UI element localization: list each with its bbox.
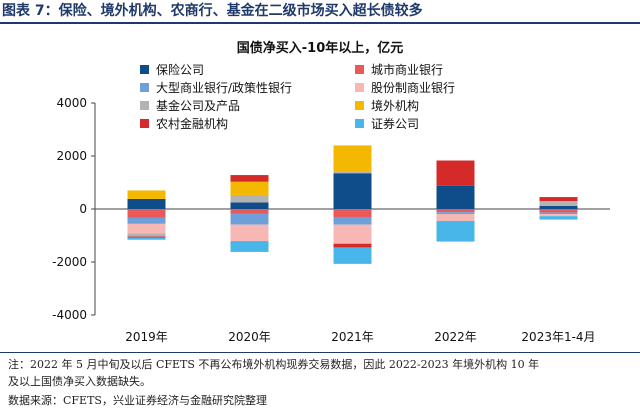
bar-segment (333, 171, 372, 174)
bar-segment (230, 241, 269, 252)
bar-segment (539, 197, 578, 202)
bar-segment (127, 237, 166, 240)
footnote-line-2: 及以上国债净买入数据缺失。 (8, 375, 151, 388)
y-tick-label: -2000 (52, 255, 87, 269)
bar-segment (539, 212, 578, 215)
bar-segment (539, 201, 578, 206)
legend-swatch (140, 65, 149, 74)
bar-segment (230, 224, 269, 242)
legend-label: 保险公司 (156, 62, 204, 77)
bar-segment (436, 214, 475, 221)
x-tick-label: 2021年 (331, 330, 374, 344)
bar-segment (230, 194, 269, 203)
bar-segment (333, 224, 372, 244)
bar-segment (127, 198, 166, 209)
bar-segment (436, 160, 475, 186)
data-source: 数据来源：CFETS，兴业证券经济与金融研究院整理 (8, 394, 267, 407)
bar-segment (333, 247, 372, 264)
legend-label: 农村金融机构 (156, 116, 228, 131)
bar-segment (436, 185, 475, 209)
chart: 国债净买入-10年以上，亿元 保险公司 城市商业银行大型商业银行/政策性银行 股份制… (0, 30, 640, 352)
bar-segment (127, 217, 166, 224)
bar-segment (333, 217, 372, 225)
y-tick-label: -4000 (52, 308, 87, 322)
bar-segment (230, 209, 269, 214)
bar-segment (436, 209, 475, 213)
legend-swatch (355, 83, 364, 92)
x-tick-label: 2023年1-4月 (521, 330, 595, 344)
y-tick-label: 4000 (56, 96, 87, 110)
legend-swatch (140, 83, 149, 92)
bar-segment (127, 233, 166, 237)
y-tick-label: 0 (79, 202, 87, 216)
bar-segment (333, 209, 372, 218)
legend-swatch (355, 119, 364, 128)
bar-segment (127, 236, 166, 238)
bar-segment (230, 175, 269, 182)
x-tick-label: 2019年 (125, 330, 168, 344)
y-tick-label: 2000 (56, 149, 87, 163)
legend-swatch (355, 65, 364, 74)
figure-title: 图表 7：保险、境外机构、农商行、基金在二级市场买入超长债较多 (0, 0, 640, 24)
chart-title: 国债净买入-10年以上，亿元 (237, 40, 404, 56)
legend-swatch (355, 101, 364, 110)
bar-segment (333, 145, 372, 172)
bar-segment (333, 243, 372, 248)
footnote-line-1: 注：2022 年 5 月中旬及以后 CFETS 不再公布境外机构现券交易数据，因… (8, 358, 540, 371)
x-tick-label: 2022年 (434, 330, 477, 344)
legend-label: 大型商业银行/政策性银行 (156, 80, 292, 95)
bar-segment (127, 209, 166, 218)
bar-segment (230, 213, 269, 225)
bar-segment (333, 173, 372, 209)
bar-segment (539, 205, 578, 209)
bar-segment (127, 190, 166, 199)
legend-label: 证券公司 (371, 116, 419, 131)
bar-segment (127, 223, 166, 234)
bar-segment (230, 181, 269, 195)
bar-segment (436, 220, 475, 242)
bars: 2019年 2020年 2021年 2022年 2023年1-4月 (125, 145, 596, 344)
legend-swatch (140, 101, 149, 110)
bar-segment (539, 216, 578, 220)
legend-swatch (140, 119, 149, 128)
legend-label: 境外机构 (371, 98, 419, 113)
bar-segment (436, 212, 475, 215)
legend-label: 股份制商业银行 (371, 80, 455, 95)
axes: -4000 -2000 0 2000 4000 (52, 96, 610, 322)
bar-segment (539, 209, 578, 213)
bar-segment (539, 214, 578, 217)
note-divider (0, 352, 640, 353)
legend-label: 基金公司及产品 (156, 98, 240, 113)
legend-label: 城市商业银行 (371, 62, 443, 77)
bar-segment (230, 202, 269, 209)
x-tick-label: 2020年 (228, 330, 271, 344)
